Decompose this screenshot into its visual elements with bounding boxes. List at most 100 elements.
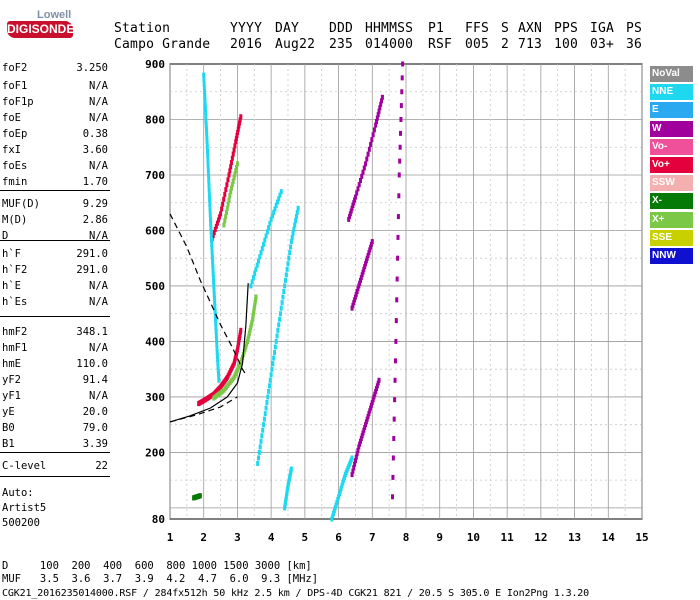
param-label: MUF(D) — [2, 198, 40, 210]
echo-mark — [338, 488, 342, 494]
param-value: N/A — [89, 342, 108, 354]
echo-mark — [253, 300, 257, 306]
legend-item: Vo+ — [650, 157, 693, 173]
echo-mark — [376, 380, 380, 386]
param-value: N/A — [89, 280, 108, 292]
echo-mark — [371, 397, 375, 403]
echo-mark — [285, 488, 289, 494]
param-row: hmE 110.0 — [2, 356, 108, 372]
echo-mark — [208, 202, 212, 208]
echo-mark — [265, 229, 269, 235]
param-label: foF1 — [2, 80, 28, 92]
echo-mark — [208, 207, 212, 213]
echo-mark — [364, 258, 368, 264]
logo-lowell: Lowell — [37, 9, 72, 21]
param-row: h`E N/A — [2, 278, 108, 294]
y-tick-label: 900 — [145, 58, 165, 71]
echo-mark — [295, 209, 299, 215]
echo-mark — [213, 226, 217, 232]
echo-mark — [212, 295, 216, 301]
param-row: fmin 1.70 — [2, 174, 108, 190]
echo-mark — [244, 344, 248, 350]
echo-mark — [237, 123, 241, 129]
echo-mark — [289, 244, 293, 250]
echo-mark — [279, 305, 283, 311]
y-tick-label: 500 — [145, 280, 165, 293]
echo-mark — [246, 336, 250, 342]
echo-mark — [362, 427, 366, 433]
echo-mark — [393, 397, 397, 403]
echo-mark — [369, 405, 373, 411]
echo-mark — [210, 254, 214, 260]
echo-mark — [369, 241, 373, 247]
echo-mark — [401, 61, 405, 67]
echo-mark — [278, 316, 282, 322]
legend-item: X+ — [650, 211, 693, 228]
echo-mark — [331, 513, 335, 519]
echo-mark — [368, 408, 372, 414]
echo-mark — [356, 447, 360, 453]
echo-mark — [399, 103, 403, 109]
x-tick-label: 9 — [436, 531, 443, 544]
echo-mark — [258, 444, 262, 450]
echo-mark — [358, 277, 362, 283]
echo-mark — [285, 266, 289, 272]
echo-mark — [218, 214, 222, 220]
echo-mark — [260, 433, 264, 439]
echo-mark — [356, 286, 360, 292]
echo-mark — [357, 444, 361, 450]
echo-mark — [257, 258, 260, 264]
echo-mark — [264, 233, 268, 239]
x-tick-label: 2 — [200, 531, 207, 544]
auto-artist: Artist5 — [2, 502, 47, 514]
echo-mark — [214, 329, 218, 335]
echo-mark — [252, 305, 256, 311]
panel-divider — [0, 190, 110, 191]
echo-mark — [365, 416, 369, 422]
echo-mark — [234, 139, 238, 145]
echo-mark — [365, 255, 369, 261]
echo-mark — [374, 388, 378, 394]
pps-label: PPS — [554, 21, 579, 36]
echo-mark — [394, 318, 398, 324]
echo-mark — [378, 105, 382, 111]
echo-mark — [266, 394, 270, 400]
echo-mark — [355, 451, 359, 457]
x-tick-label: 13 — [568, 531, 581, 544]
echo-mark — [203, 89, 207, 95]
param-row: foEp 0.38 — [2, 126, 108, 142]
echo-mark — [202, 72, 206, 78]
echo-mark — [372, 127, 376, 133]
param-value: 91.4 — [82, 374, 108, 386]
echo-mark — [231, 178, 235, 184]
echo-mark — [396, 255, 400, 261]
legend-item: Vo- — [650, 138, 693, 155]
echo-mark — [369, 402, 373, 408]
ffs-value: 005 — [465, 37, 490, 52]
echo-mark — [284, 497, 288, 503]
echo-mark — [339, 485, 343, 491]
echo-mark — [287, 255, 291, 261]
x-tick-label: 14 — [602, 531, 616, 544]
echo-mark — [285, 491, 289, 497]
echo-mark — [238, 117, 242, 123]
p1-value: RSF — [428, 37, 453, 52]
param-label: M(D) — [2, 214, 28, 226]
echo-mark — [349, 208, 353, 214]
echo-mark — [205, 144, 209, 150]
ddd-label: DDD — [329, 21, 354, 36]
panel-divider — [0, 476, 110, 477]
echo-mark — [269, 372, 273, 378]
echo-mark — [204, 122, 208, 128]
echo-mark — [396, 214, 400, 220]
echo-mark — [286, 261, 290, 267]
echo-mark — [272, 209, 276, 215]
echo-mark — [211, 262, 215, 268]
echo-mark — [261, 427, 265, 433]
param-value: N/A — [89, 112, 108, 124]
echo-mark — [247, 330, 251, 336]
echo-mark — [348, 211, 352, 217]
echo-mark — [358, 280, 362, 286]
x-tick-label: 3 — [234, 531, 241, 544]
echo-mark — [363, 264, 367, 270]
